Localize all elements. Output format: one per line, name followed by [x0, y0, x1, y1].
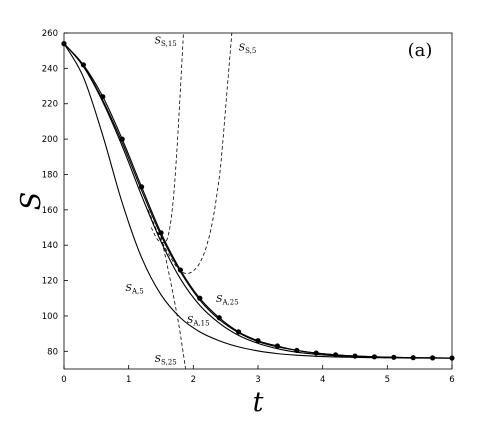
- series-line-s-a-15: [64, 43, 452, 359]
- data-point: [313, 350, 319, 356]
- data-point: [197, 295, 203, 301]
- series-line-s-s-5: [147, 33, 233, 274]
- y-axis-label: S: [16, 192, 47, 211]
- x-tick-label: 5: [385, 375, 390, 385]
- data-point: [294, 347, 300, 354]
- data-point: [119, 136, 125, 142]
- y-tick-label: 140: [42, 241, 58, 251]
- x-tick-label: 2: [191, 375, 196, 385]
- y-tick-label: 160: [42, 206, 58, 216]
- data-point: [430, 355, 436, 361]
- y-tick-label: 80: [47, 347, 58, 357]
- data-point: [100, 94, 106, 100]
- x-axis-label: t: [253, 387, 264, 418]
- data-point: [139, 184, 145, 190]
- y-axis-ticks: 80 100 120 140 160 180 200 220 240 260: [42, 29, 68, 357]
- series-line-s-a-5: [64, 43, 452, 359]
- y-tick-label: 120: [42, 277, 58, 287]
- data-point: [255, 338, 261, 344]
- curve-label: SA,15: [187, 315, 210, 328]
- curve-label: SS,25: [155, 354, 177, 367]
- x-tick-label: 3: [255, 375, 260, 385]
- x-axis-ticks: 0 1 2 3 4 5 6: [61, 365, 455, 385]
- y-tick-label: 260: [42, 29, 58, 39]
- series-line-s-s-15: [150, 33, 184, 244]
- x-tick-label: 4: [320, 375, 325, 385]
- data-point: [216, 315, 222, 321]
- y-tick-label: 180: [42, 170, 58, 180]
- series-line-markers: [64, 43, 452, 359]
- data-point: [410, 355, 416, 361]
- series-line-s-a-25: [64, 43, 452, 359]
- data-point: [61, 41, 67, 47]
- x-tick-label: 1: [126, 375, 131, 385]
- data-point: [158, 230, 164, 236]
- y-tick-label: 100: [42, 312, 58, 322]
- x-tick-label: 0: [61, 375, 66, 385]
- x-tick-label: 6: [449, 375, 454, 385]
- data-point: [80, 62, 86, 68]
- data-point: [352, 353, 358, 359]
- data-point: [177, 267, 183, 273]
- data-point: [391, 354, 397, 360]
- curve-label: SA,5: [125, 283, 143, 296]
- curve-label: SS,5: [239, 43, 257, 56]
- data-point: [274, 343, 280, 349]
- panel-label: (a): [408, 40, 433, 61]
- marker-layer: [61, 41, 455, 361]
- y-tick-label: 220: [42, 100, 58, 110]
- curve-annotations: SA,5 SA,15 SA,25 SS,15 SS,5 SS,25: [125, 36, 256, 367]
- data-point: [371, 354, 377, 360]
- curve-label: SS,15: [155, 36, 177, 49]
- data-point: [449, 355, 455, 361]
- y-tick-label: 240: [42, 64, 58, 74]
- series-layer: [64, 33, 452, 369]
- series-line-s-s-25: [160, 236, 186, 369]
- y-tick-label: 200: [42, 135, 58, 145]
- data-point: [333, 352, 339, 358]
- data-point: [236, 329, 242, 335]
- curve-label: SA,25: [216, 294, 239, 307]
